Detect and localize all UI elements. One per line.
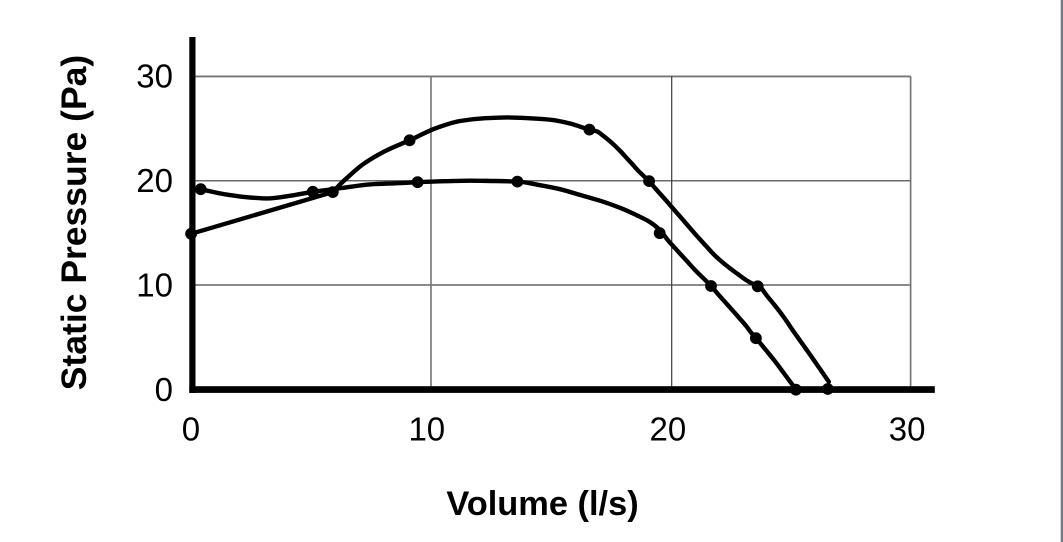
svg-text:30: 30 xyxy=(136,58,173,95)
svg-text:Static Pressure (Pa): Static Pressure (Pa) xyxy=(54,55,94,390)
svg-text:20: 20 xyxy=(136,162,173,199)
svg-text:10: 10 xyxy=(408,410,445,447)
svg-text:30: 30 xyxy=(889,410,926,447)
svg-text:Volume (l/s): Volume (l/s) xyxy=(446,485,638,523)
svg-text:20: 20 xyxy=(650,410,687,447)
svg-text:0: 0 xyxy=(155,371,173,408)
svg-text:10: 10 xyxy=(136,266,173,303)
svg-text:0: 0 xyxy=(182,410,200,447)
